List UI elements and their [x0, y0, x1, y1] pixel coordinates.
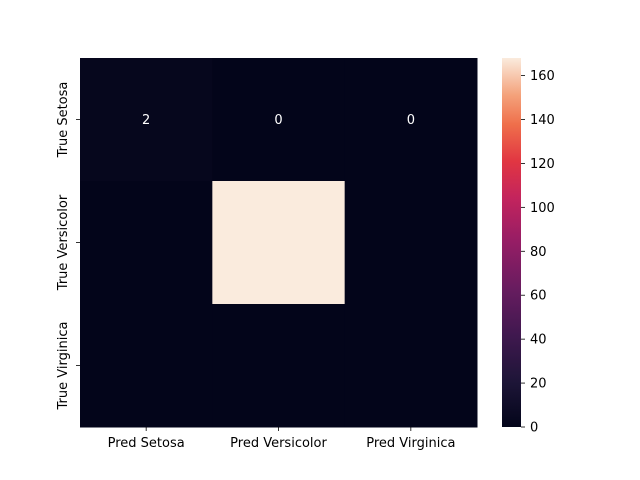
cell-1-0: [80, 181, 213, 305]
cell-1-1: [212, 181, 346, 305]
colorbar-tick-label-2: 40: [530, 333, 547, 348]
y-tick-label-0: True Setosa: [56, 82, 71, 159]
colorbar: 0 20 40 60 80 100 120 140 160: [502, 58, 555, 436]
y-tick-label-2: True Virginica: [56, 322, 71, 411]
y-axis: True Setosa True Versicolor True Virginica: [56, 82, 80, 411]
cell-1-2: [344, 181, 478, 305]
colorbar-tick-label-8: 160: [530, 69, 555, 84]
colorbar-tick-label-7: 140: [530, 113, 555, 128]
colorbar-tick-label-3: 60: [530, 289, 547, 304]
colorbar-tick-label-4: 80: [530, 245, 547, 260]
cell-0-2: [344, 58, 478, 182]
colorbar-tick-label-5: 100: [530, 201, 555, 216]
colorbar-tick-label-0: 0: [530, 421, 538, 436]
cell-annotation-0-0: 2: [142, 113, 150, 128]
heatmap-cells: [80, 58, 478, 428]
cell-annotation-0-1: 0: [274, 113, 282, 128]
x-tick-label-2: Pred Virginica: [366, 436, 455, 451]
cell-2-0: [80, 304, 213, 428]
cell-2-1: [212, 304, 346, 428]
x-tick-label-1: Pred Versicolor: [230, 436, 327, 451]
colorbar-gradient: [502, 58, 521, 427]
y-tick-label-1: True Versicolor: [56, 194, 71, 291]
cell-0-1: [212, 58, 346, 182]
colorbar-ticks: 0 20 40 60 80 100 120 140 160: [521, 69, 555, 436]
cell-0-0: [80, 58, 213, 182]
cell-annotations: 2 0 0: [142, 113, 415, 128]
x-axis: Pred Setosa Pred Versicolor Pred Virginica: [108, 427, 455, 451]
colorbar-tick-label-1: 20: [530, 377, 547, 392]
cell-annotation-0-2: 0: [407, 113, 415, 128]
x-tick-label-0: Pred Setosa: [108, 436, 185, 451]
colorbar-tick-label-6: 120: [530, 157, 555, 172]
cell-2-2: [344, 304, 478, 428]
